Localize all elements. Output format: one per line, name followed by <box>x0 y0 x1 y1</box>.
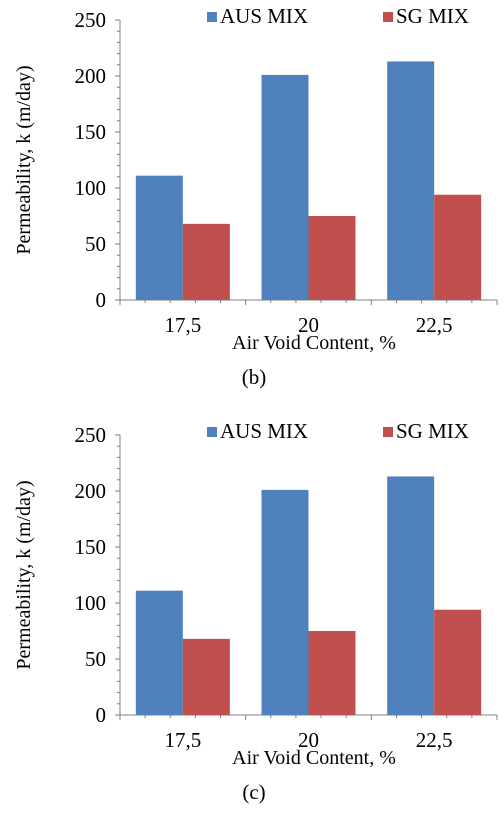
bar-aus-mix <box>261 489 309 715</box>
bar-sg-mix <box>434 609 482 715</box>
x-tick-label: 20 <box>298 313 319 337</box>
x-tick-label: 17,5 <box>164 728 201 752</box>
y-tick-label: 200 <box>75 479 107 503</box>
y-tick-label: 250 <box>75 423 107 447</box>
y-axis-label: Permeability, k (m/day) <box>13 65 35 254</box>
x-axis-label: Air Void Content, % <box>232 747 396 769</box>
x-axis-label: Air Void Content, % <box>232 332 396 354</box>
legend-label-aus-mix: AUS MIX <box>220 419 308 443</box>
bar-sg-mix <box>182 638 230 715</box>
x-tick-label: 22,5 <box>416 313 453 337</box>
bar-aus-mix <box>261 74 309 300</box>
y-tick-label: 100 <box>75 591 107 615</box>
y-tick-label: 100 <box>75 176 107 200</box>
y-tick-label: 150 <box>75 120 107 144</box>
bar-sg-mix <box>308 216 356 300</box>
x-tick-label: 22,5 <box>416 728 453 752</box>
plot-area: 0 50 100 150 200 250 17,5 20 22,5 AUS MIX SG MIX <box>75 4 498 337</box>
legend-swatch-aus-mix <box>207 427 217 437</box>
figure-caption: (b) <box>242 365 267 389</box>
y-tick-label: 250 <box>75 8 107 32</box>
bar-sg-mix <box>434 194 482 300</box>
y-tick-label: 0 <box>96 288 107 312</box>
bar-aus-mix <box>135 175 183 300</box>
bar-aus-mix <box>387 61 435 300</box>
x-tick-label: 17,5 <box>164 313 201 337</box>
y-tick-label: 200 <box>75 64 107 88</box>
y-tick-label: 50 <box>85 232 106 256</box>
legend-swatch-sg-mix <box>383 12 393 22</box>
bar-aus-mix <box>387 476 435 715</box>
y-tick-label: 150 <box>75 535 107 559</box>
legend-swatch-aus-mix <box>207 12 217 22</box>
bar-aus-mix <box>135 590 183 715</box>
x-tick-label: 20 <box>298 728 319 752</box>
y-tick-label: 50 <box>85 647 106 671</box>
y-tick-label: 0 <box>96 703 107 727</box>
y-axis-label: Permeability, k (m/day) <box>13 480 35 669</box>
plot-area: 0 50 100 150 200 250 17,5 20 22,5 AUS MIX SG MIX <box>75 419 498 752</box>
figure-caption: (c) <box>242 780 265 804</box>
bar-sg-mix <box>182 223 230 300</box>
bar-sg-mix <box>308 631 356 715</box>
legend-label-aus-mix: AUS MIX <box>220 4 308 28</box>
legend-label-sg-mix: SG MIX <box>396 419 469 443</box>
bar-chart-c: 0 50 100 150 200 250 17,5 20 22,5 AUS MIX SG MIX P… <box>13 419 498 804</box>
legend-swatch-sg-mix <box>383 427 393 437</box>
legend-label-sg-mix: SG MIX <box>396 4 469 28</box>
bar-chart-b: 0 50 100 150 200 250 17,5 20 22,5 AUS MIX SG MIX P… <box>13 4 498 389</box>
